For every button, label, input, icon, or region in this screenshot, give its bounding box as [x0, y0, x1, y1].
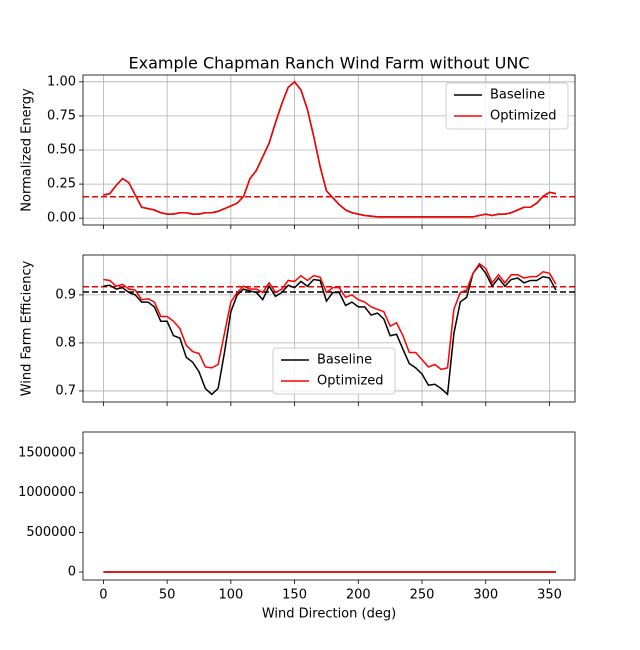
y-tick-label: 0	[68, 565, 76, 580]
y-axis-label: Normalized Energy	[20, 88, 35, 212]
x-tick-label: 200	[346, 588, 371, 603]
series-line	[103, 80, 557, 218]
legend-label: Optimized	[490, 109, 557, 124]
y-tick-label: 0.25	[47, 177, 76, 192]
x-tick-label: 50	[159, 588, 176, 603]
series-line	[103, 262, 557, 371]
legend-label: Optimized	[317, 374, 384, 389]
plot-frame	[82, 74, 576, 226]
x-tick-label: 150	[282, 588, 307, 603]
y-tick-label: 0.00	[47, 211, 76, 226]
y-axis-label: Wind Farm Efficiency	[20, 260, 35, 396]
series-line	[103, 263, 557, 396]
y-tick-label: 1500000	[18, 446, 76, 461]
legend-label: Baseline	[490, 88, 545, 103]
y-tick-label: 0.75	[47, 108, 76, 123]
y-tick-label: 1.00	[47, 74, 76, 89]
y-tick-label: 0.9	[55, 287, 76, 302]
legend-label: Baseline	[317, 353, 372, 368]
x-tick-label: 300	[473, 588, 498, 603]
plot-frame	[82, 431, 576, 581]
x-tick-label: 100	[218, 588, 243, 603]
x-tick-label: 250	[410, 588, 435, 603]
y-tick-label: 1000000	[18, 485, 76, 500]
plot-frame	[82, 254, 576, 403]
y-tick-label: 0.8	[55, 335, 76, 350]
y-tick-label: 500000	[26, 525, 76, 540]
x-tick-label: 0	[99, 588, 107, 603]
x-tick-label: 350	[537, 588, 562, 603]
x-axis-label: Wind Direction (deg)	[262, 607, 396, 622]
y-tick-label: 0.7	[55, 383, 76, 398]
y-tick-label: 0.50	[47, 143, 76, 158]
chart-title: Example Chapman Ranch Wind Farm without …	[128, 54, 529, 73]
